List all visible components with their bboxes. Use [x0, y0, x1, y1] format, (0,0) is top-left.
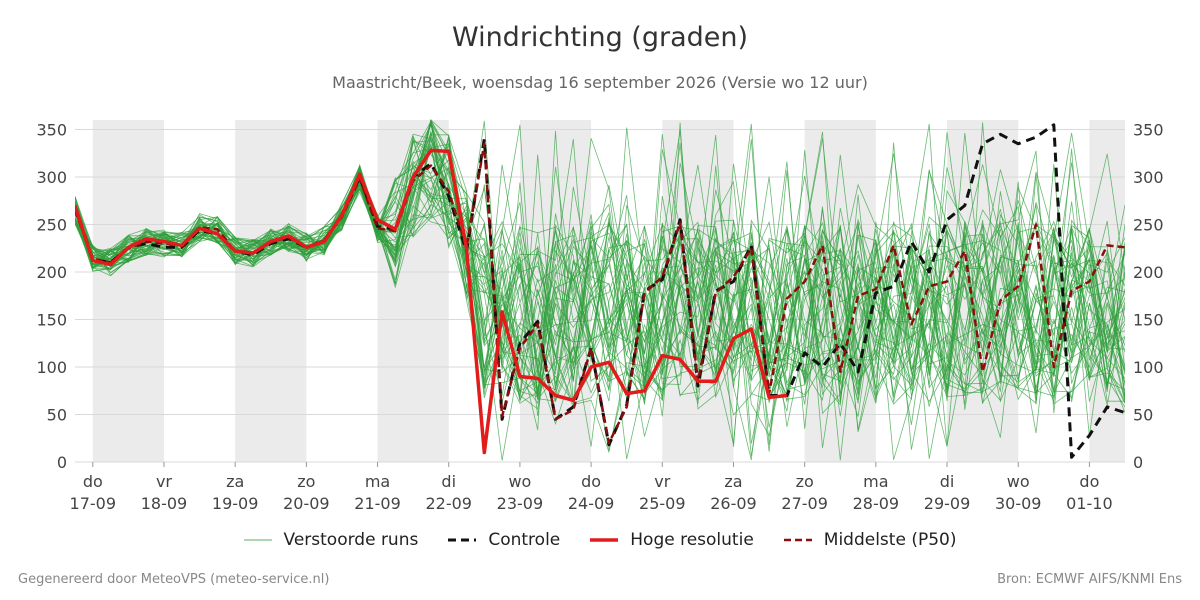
- chart-title: Windrichting (graden): [451, 22, 749, 53]
- x-tick-date: 17-09: [70, 494, 117, 513]
- ensemble-member-line: [75, 138, 1125, 447]
- x-tick-weekday: wo: [1007, 472, 1030, 491]
- day-shade: [235, 120, 307, 462]
- y-tick-label-left: 150: [36, 311, 67, 330]
- x-tick-weekday: ma: [863, 472, 888, 491]
- legend-item-ensemble: Verstoorde runs: [243, 530, 419, 550]
- x-tick-date: 22-09: [425, 494, 472, 513]
- y-tick-label-right: 350: [1133, 121, 1164, 140]
- legend-swatch-control: [448, 538, 477, 542]
- x-tick-date: 27-09: [781, 494, 828, 513]
- y-tick-label-right: 250: [1133, 216, 1164, 235]
- x-tick-weekday: do: [1079, 472, 1099, 491]
- x-tick-weekday: vr: [156, 472, 172, 491]
- legend-label-median: Middelste (P50): [823, 530, 957, 550]
- legend-swatch-median: [783, 538, 812, 542]
- x-tick-date: 01-10: [1066, 494, 1113, 513]
- legend-swatch-hires: [590, 538, 619, 542]
- legend-item-median: Middelste (P50): [783, 530, 957, 550]
- hires-line: [75, 148, 788, 455]
- y-tick-label-right: 300: [1133, 168, 1164, 187]
- legend-label-control: Controle: [488, 530, 561, 550]
- legend-label-ensemble: Verstoorde runs: [283, 530, 419, 550]
- legend-label-hires: Hoge resolutie: [630, 530, 754, 550]
- y-tick-label-right: 100: [1133, 358, 1164, 377]
- x-tick-weekday: vr: [654, 472, 670, 491]
- x-tick-weekday: za: [724, 472, 742, 491]
- x-tick-date: 30-09: [995, 494, 1042, 513]
- x-tick-weekday: do: [581, 472, 601, 491]
- x-tick-weekday: di: [441, 472, 456, 491]
- y-tick-label-left: 350: [36, 121, 67, 140]
- day-shade: [92, 120, 164, 462]
- ensemble-member-line: [75, 179, 1125, 425]
- x-tick-date: 29-09: [924, 494, 971, 513]
- x-tick-weekday: di: [940, 472, 955, 491]
- legend-item-hires: Hoge resolutie: [590, 530, 754, 550]
- ensemble-member-line: [75, 121, 1125, 403]
- legend-swatch-ensemble: [243, 539, 272, 541]
- ensemble-member-line: [75, 180, 1125, 402]
- x-tick-date: 25-09: [639, 494, 686, 513]
- legend-item-control: Controle: [448, 530, 560, 550]
- y-tick-label-left: 100: [36, 358, 67, 377]
- x-tick-date: 21-09: [354, 494, 401, 513]
- x-tick-date: 26-09: [710, 494, 757, 513]
- ensemble-member-line: [75, 123, 1125, 398]
- ensemble-member-line: [75, 170, 1125, 454]
- x-tick-weekday: zo: [796, 472, 814, 491]
- footer-credit: Gegenereerd door MeteoVPS (meteo-service…: [18, 572, 330, 587]
- ensemble-member-line: [75, 132, 1125, 461]
- x-tick-weekday: do: [83, 472, 103, 491]
- x-tick-date: 18-09: [141, 494, 188, 513]
- x-tick-date: 19-09: [212, 494, 259, 513]
- chart-subtitle: Maastricht/Beek, woensdag 16 september 2…: [332, 73, 868, 92]
- x-tick-weekday: wo: [508, 472, 531, 491]
- y-tick-label-left: 50: [47, 406, 67, 425]
- y-tick-label-right: 50: [1133, 406, 1153, 425]
- x-tick-date: 28-09: [853, 494, 900, 513]
- ensemble-member-line: [75, 118, 1125, 437]
- ensemble-member-line: [75, 135, 1125, 449]
- footer-source: Bron: ECMWF AIFS/KNMI Ens: [997, 572, 1182, 587]
- y-tick-label-left: 250: [36, 216, 67, 235]
- x-tick-weekday: zo: [297, 472, 315, 491]
- y-tick-label-left: 200: [36, 263, 67, 282]
- x-tick-date: 24-09: [568, 494, 615, 513]
- y-tick-label-right: 0: [1133, 453, 1143, 472]
- x-tick-date: 23-09: [497, 494, 544, 513]
- ensemble-member-line: [75, 144, 1125, 414]
- x-tick-weekday: ma: [365, 472, 390, 491]
- y-tick-label-left: 300: [36, 168, 67, 187]
- wind-direction-chart: 0 0 50 50 100 100 150 150 200 200 250 250 300 300 350 3…: [36, 118, 1164, 513]
- y-tick-label-right: 200: [1133, 263, 1164, 282]
- ensemble-member-line: [75, 134, 1125, 427]
- y-tick-label-left: 0: [57, 453, 67, 472]
- x-tick-weekday: za: [226, 472, 244, 491]
- legend: Verstoorde runs Controle Hoge resolutie …: [0, 530, 1200, 550]
- y-tick-label-right: 150: [1133, 311, 1164, 330]
- x-tick-date: 20-09: [283, 494, 330, 513]
